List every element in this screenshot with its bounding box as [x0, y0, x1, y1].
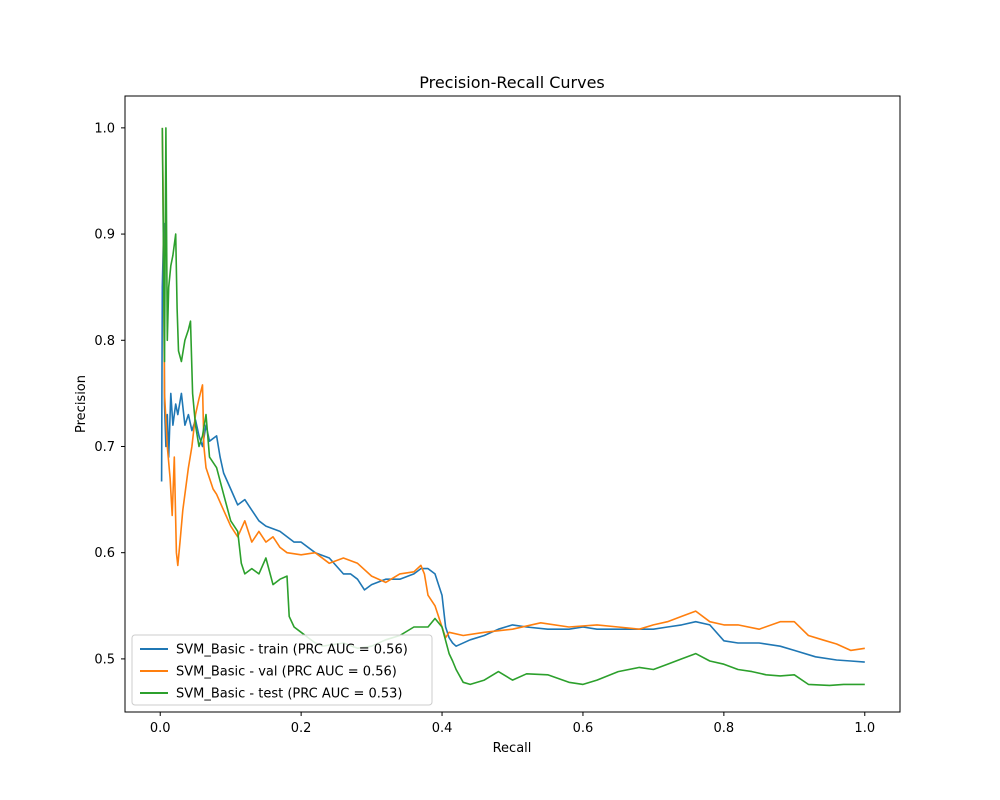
y-tick-label: 1.0 — [94, 121, 115, 136]
x-tick-label: 0.0 — [150, 721, 171, 736]
legend-box — [131, 634, 433, 706]
x-tick-label: 0.6 — [573, 721, 594, 736]
y-tick-label: 0.7 — [94, 440, 115, 455]
legend-label-1: SVM_Basic - val (PRC AUC = 0.56) — [176, 665, 397, 680]
legend-label-0: SVM_Basic - train (PRC AUC = 0.56) — [176, 643, 408, 658]
x-axis-label: Recall — [493, 741, 532, 756]
chart-title: Precision-Recall Curves — [419, 73, 605, 92]
y-axis: 0.5 0.6 0.7 0.8 0.9 1.0 — [94, 121, 125, 667]
series-line-0 — [160, 222, 865, 663]
y-axis-label: Precision — [74, 375, 89, 433]
x-tick-label: 1.0 — [854, 721, 875, 736]
x-tick-label: 0.2 — [291, 721, 312, 736]
legend: SVM_Basic - train (PRC AUC = 0.56) SVM_Ba… — [131, 634, 433, 706]
x-tick-label: 0.4 — [432, 721, 453, 736]
x-tick-label: 0.8 — [714, 721, 735, 736]
plot-frame — [124, 95, 901, 713]
x-axis: 0.0 0.2 0.4 0.6 0.8 1.0 — [150, 712, 875, 736]
y-tick-label: 0.6 — [94, 546, 115, 561]
y-tick-label: 0.9 — [94, 228, 115, 243]
y-tick-label: 0.8 — [94, 334, 115, 349]
legend-label-2: SVM_Basic - test (PRC AUC = 0.53) — [176, 687, 403, 702]
y-tick-label: 0.5 — [94, 652, 115, 667]
series-line-1 — [161, 127, 865, 652]
